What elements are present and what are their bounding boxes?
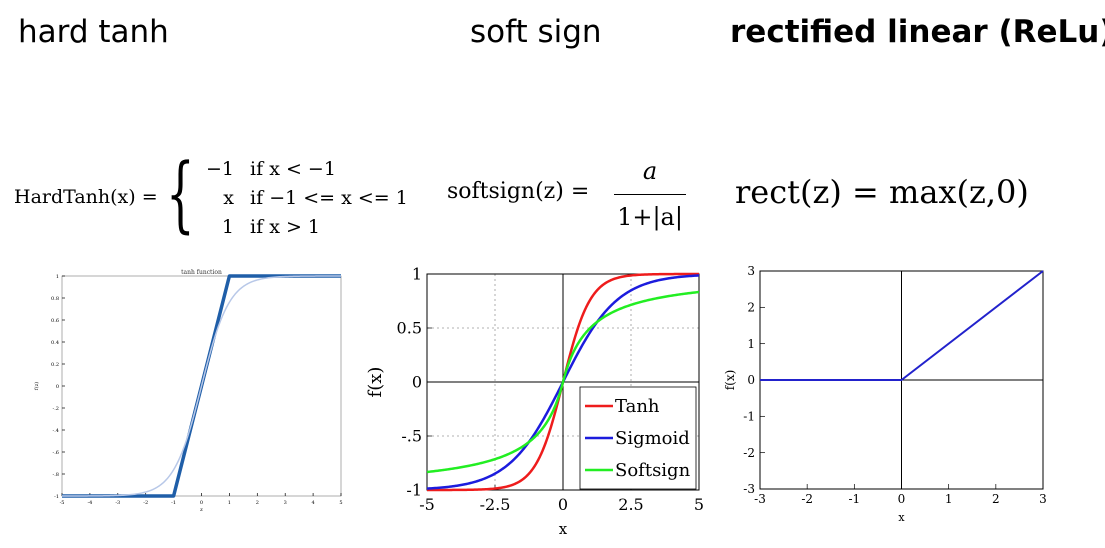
x-tick-label: -2 (143, 500, 148, 506)
legend-item: Sigmoid (585, 428, 690, 449)
x-tick-label: -1 (171, 500, 176, 506)
x-tick-label: 2 (256, 500, 259, 506)
heading-relu: rectified linear (ReLu) (730, 14, 1105, 50)
hardtanh-row-value: −1 (205, 158, 234, 180)
y-axis-label: f(x) (365, 367, 386, 398)
y-tick-label: 0 (56, 384, 59, 390)
hardtanh-chart: -5 -4 -3 -2 -1 0 1 2 3 4 5 -1 -.8 -.6 -.4 -.2 0 0.2 0.4 0.6… (33, 269, 343, 513)
y-tick-label: -.4 (53, 428, 59, 434)
y-tick-label: 1 (412, 265, 422, 284)
hardtanh-brace: { (166, 147, 195, 242)
hardtanh-row-condition: if x > 1 (250, 216, 320, 238)
x-tick-label: -1 (848, 492, 860, 506)
x-tick-label: 1 (945, 492, 953, 506)
y-tick-label: 1 (747, 337, 755, 351)
x-tick-label: -5 (419, 495, 435, 514)
x-axis-label: x (898, 511, 905, 524)
series-line-1 (62, 275, 341, 497)
x-tick-label: -2 (801, 492, 813, 506)
softsign-numerator: a (642, 157, 658, 185)
series-line-0 (760, 270, 1044, 381)
legend-item: Softsign (585, 460, 691, 481)
y-tick-label: -1 (406, 481, 422, 500)
y-tick-label: 0.2 (51, 362, 59, 368)
y-tick-label: 0.5 (397, 319, 422, 338)
x-axis-label: z (200, 507, 203, 513)
y-tick-label: -.5 (401, 427, 422, 446)
y-tick-label: 0 (747, 373, 755, 387)
hardtanh-row-0: −1 if x < −1 (190, 158, 336, 180)
y-tick-label: -2 (743, 446, 755, 460)
y-tick-label: 0.8 (51, 296, 59, 302)
series-line-softsign (426, 290, 700, 474)
activation-comparison-chart: -5 -2.5 0 2.5 5 -1 -.5 0 0.5 1 x f(x) Tanh Sigmoid Sof… (365, 265, 704, 538)
y-axis-label: f(x) (723, 370, 737, 391)
y-tick-label: 0.4 (51, 340, 59, 346)
hardtanh-row-2: 1 if x > 1 (190, 216, 320, 238)
y-tick-label: -.8 (53, 472, 59, 478)
y-tick-label: 0.6 (51, 318, 59, 324)
y-tick-label: 3 (747, 264, 755, 278)
heading-soft-sign: soft sign (470, 14, 602, 50)
heading-hard-tanh: hard tanh (18, 14, 169, 50)
x-tick-label: 0 (200, 500, 203, 506)
hardtanh-row-condition: if −1 <= x <= 1 (250, 187, 408, 209)
y-tick-label: 2 (747, 301, 755, 315)
y-tick-label: -1 (743, 410, 755, 424)
hardtanh-row-condition: if x < −1 (250, 158, 336, 180)
x-tick-label: -5 (60, 500, 65, 506)
y-tick-label: 1 (56, 274, 59, 280)
x-tick-label: 5 (694, 495, 704, 514)
legend-label: Tanh (615, 396, 660, 417)
x-tick-label: -3 (754, 492, 766, 506)
legend-item: Tanh (585, 396, 660, 417)
y-axis-label: f(z) (33, 382, 40, 390)
x-tick-label: 2.5 (618, 495, 643, 514)
x-axis-label: x (559, 520, 568, 538)
x-tick-label: 1 (228, 500, 231, 506)
x-tick-label: -4 (87, 500, 92, 506)
y-tick-label: -1 (54, 494, 59, 500)
rect-formula: rect(z) = max(z,0) (735, 173, 1029, 211)
x-tick-label: 0 (898, 492, 906, 506)
relu-chart: -3 -2 -1 0 1 2 3 -3 -2 -1 0 1 2 3 x f(x) (723, 264, 1047, 524)
x-tick-label: 4 (312, 500, 315, 506)
hardtanh-row-1: x if −1 <= x <= 1 (190, 187, 408, 209)
y-tick-label: -.2 (53, 406, 59, 412)
x-tick-label: 5 (339, 500, 342, 506)
legend-label: Sigmoid (615, 428, 690, 449)
x-tick-label: -3 (115, 500, 120, 506)
hardtanh-row-value: 1 (221, 216, 234, 238)
chart-title: tanh function (181, 269, 222, 276)
softsign-denominator: 1+|a| (617, 203, 683, 231)
softsign-formula-lhs: softsign(z) = (447, 179, 590, 204)
legend-label: Softsign (615, 460, 691, 481)
x-tick-label: 2 (992, 492, 1000, 506)
y-tick-label: -3 (743, 482, 755, 496)
hardtanh-row-value: x (223, 187, 234, 209)
x-tick-label: 3 (1039, 492, 1047, 506)
x-tick-label: 3 (284, 500, 287, 506)
x-tick-label: 0 (558, 495, 568, 514)
hardtanh-formula-lhs: HardTanh(x) = (14, 186, 158, 208)
legend: Tanh Sigmoid Softsign (579, 386, 697, 490)
y-tick-label: 0 (412, 373, 422, 392)
x-tick-label: -2.5 (480, 495, 511, 514)
softsign-fraction-bar (614, 194, 686, 195)
y-tick-label: -.6 (53, 450, 59, 456)
